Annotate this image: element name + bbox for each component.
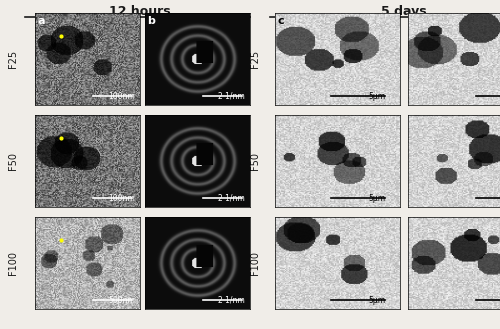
Text: 100nm: 100nm bbox=[108, 92, 135, 101]
Text: F25: F25 bbox=[250, 50, 260, 68]
Text: F50: F50 bbox=[8, 152, 18, 170]
Text: c: c bbox=[278, 16, 284, 26]
Text: a: a bbox=[37, 16, 44, 26]
Text: F100: F100 bbox=[8, 251, 18, 275]
Text: 5μm: 5μm bbox=[368, 296, 385, 305]
Text: 5μm: 5μm bbox=[368, 194, 385, 203]
Text: 12 hours: 12 hours bbox=[109, 5, 171, 18]
Text: b: b bbox=[147, 16, 155, 26]
Text: 5 days: 5 days bbox=[381, 5, 426, 18]
Text: F100: F100 bbox=[250, 251, 260, 275]
Text: 2 1/nm: 2 1/nm bbox=[218, 92, 245, 101]
Text: F25: F25 bbox=[8, 50, 18, 68]
Text: 2 1/nm: 2 1/nm bbox=[218, 296, 245, 305]
Text: F50: F50 bbox=[250, 152, 260, 170]
Text: 2 1/nm: 2 1/nm bbox=[218, 194, 245, 203]
Text: 5μm: 5μm bbox=[368, 92, 385, 101]
Text: 100nm: 100nm bbox=[108, 194, 135, 203]
Text: 500nm: 500nm bbox=[108, 296, 135, 305]
